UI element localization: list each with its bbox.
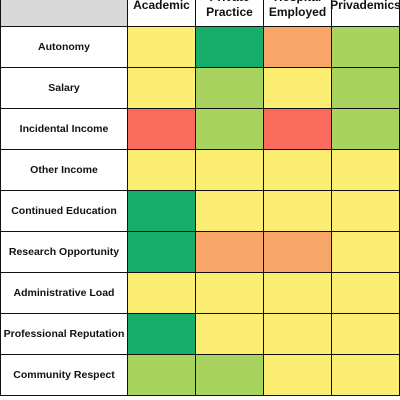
rating-cell	[196, 68, 264, 109]
column-header: Private Practice	[196, 0, 264, 27]
rating-cell	[128, 355, 196, 396]
rating-cell	[332, 232, 400, 273]
rating-cell	[264, 68, 332, 109]
rating-cell	[332, 68, 400, 109]
rating-cell	[128, 232, 196, 273]
rating-cell	[332, 191, 400, 232]
row-label: Other Income	[0, 150, 128, 191]
rating-cell	[264, 109, 332, 150]
row-label: Community Respect	[0, 355, 128, 396]
rating-cell	[264, 314, 332, 355]
column-header: Academic	[128, 0, 196, 27]
rating-cell	[332, 150, 400, 191]
column-header: Privademics	[330, 0, 400, 27]
rating-cell	[128, 191, 196, 232]
row-label: Research Opportunity	[0, 232, 128, 273]
rating-cell	[332, 109, 400, 150]
rating-cell	[128, 314, 196, 355]
rating-cell	[264, 355, 332, 396]
rating-cell	[332, 273, 400, 314]
row-label: Professional Reputation	[0, 314, 128, 355]
rating-cell	[264, 232, 332, 273]
rating-cell	[128, 68, 196, 109]
rating-cell	[196, 109, 264, 150]
rating-cell	[196, 232, 264, 273]
row-label: Continued Education	[0, 191, 128, 232]
rating-cell	[332, 27, 400, 68]
rating-cell	[128, 150, 196, 191]
rating-cell	[128, 273, 196, 314]
rating-cell	[128, 27, 196, 68]
rating-cell	[128, 109, 196, 150]
rating-cell	[264, 273, 332, 314]
rating-cell	[196, 150, 264, 191]
rating-cell	[332, 355, 400, 396]
row-label: Incidental Income	[0, 109, 128, 150]
rating-cell	[196, 355, 264, 396]
row-label: Salary	[0, 68, 128, 109]
rating-cell	[196, 27, 264, 68]
row-label: Administrative Load	[0, 273, 128, 314]
row-label: Autonomy	[0, 27, 128, 68]
rating-cell	[196, 314, 264, 355]
corner-cell	[0, 0, 128, 27]
rating-cell	[264, 191, 332, 232]
rating-cell	[332, 314, 400, 355]
rating-cell	[196, 273, 264, 314]
column-header: Hospital Employed	[264, 0, 332, 27]
rating-cell	[264, 27, 332, 68]
rating-cell	[196, 191, 264, 232]
rating-cell	[264, 150, 332, 191]
